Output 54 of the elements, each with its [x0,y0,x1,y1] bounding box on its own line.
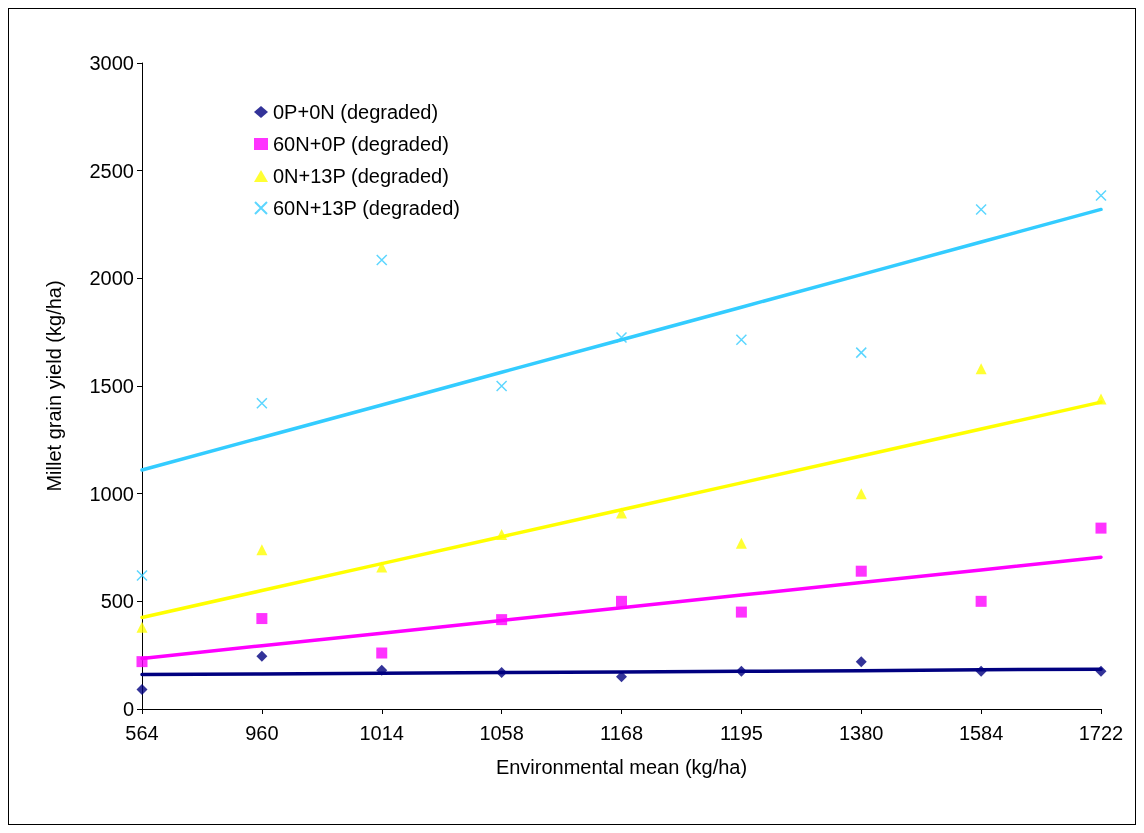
point [975,363,987,375]
y-tick-label: 3000 [89,52,134,74]
point [496,614,508,626]
point [855,656,867,668]
y-tick-label: 2500 [89,159,134,182]
point [376,561,388,573]
point [1095,393,1107,405]
point [735,537,747,549]
point [136,621,148,633]
point [975,203,987,216]
x-tick-label: 1014 [359,722,404,744]
x-axis-title: Environmental mean (kg/ha) [495,756,748,778]
y-tick-label: 1000 [89,482,134,505]
point [975,665,987,677]
x-tick-label: 564 [125,722,159,744]
point [1095,189,1107,202]
y-tick-label: 0 [122,698,134,720]
point [136,684,148,696]
point [616,595,627,607]
point [495,380,508,392]
point [376,647,388,659]
x-tick-label: 960 [245,722,279,744]
x-tick-label: 1722 [1078,722,1124,744]
x-tick-label: 1380 [839,722,884,744]
point [855,565,867,577]
y-tick-label: 500 [100,590,134,613]
legend-label: 60N+0P (degraded) [273,133,449,155]
point [496,529,508,541]
y-axis-title: Millet grain yield (kg/ha) [43,280,65,492]
legend-label: 60N+13P (degraded) [273,197,460,219]
point [256,397,268,409]
point [735,333,748,346]
point [1095,665,1107,677]
point [975,595,987,607]
x-tick-label: 1058 [479,722,524,744]
point [136,656,148,668]
point [136,569,148,582]
point [616,507,627,519]
legend-label: 0N+13P (degraded) [273,165,449,187]
x-tick-label: 1584 [958,722,1004,744]
point [256,650,268,662]
y-tick-label: 1500 [89,375,134,397]
point [1095,522,1107,534]
x-tick-label: 1195 [719,722,763,744]
point [256,544,268,556]
y-tick-label: 2000 [89,267,134,290]
point [855,346,867,359]
point [256,613,268,625]
point [376,254,388,266]
point [735,606,747,618]
point [376,664,388,676]
x-tick-label: 1168 [599,722,644,744]
legend-label: 0P+0N (degraded) [273,101,439,123]
point [855,488,867,500]
